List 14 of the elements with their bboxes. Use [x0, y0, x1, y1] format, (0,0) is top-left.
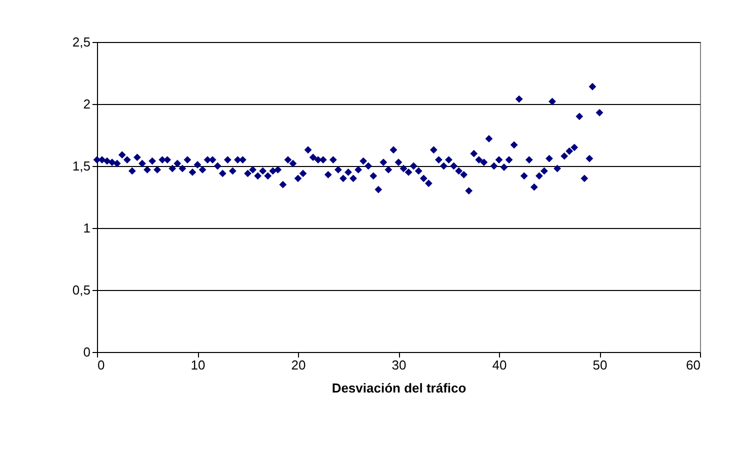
y-tick-label: 1 [83, 220, 90, 236]
y-tick-label: 2,5 [72, 34, 90, 50]
y-tick-label: 0 [83, 344, 90, 360]
y-tick-label: 1,5 [72, 158, 90, 174]
x-tick-label: 50 [592, 358, 608, 372]
x-tick-label: 60 [686, 358, 700, 372]
y-tick-label: 0,5 [72, 282, 90, 298]
x-tick-label: 40 [492, 358, 507, 372]
x-tick-label: 30 [392, 358, 406, 372]
x-axis-title: Desviación del tráfico [332, 380, 466, 396]
y-tick-label: 2 [83, 96, 90, 112]
x-tick-label: 20 [291, 358, 306, 372]
x-tick-label: 0 [98, 358, 105, 372]
x-tick-label: 10 [190, 358, 206, 372]
